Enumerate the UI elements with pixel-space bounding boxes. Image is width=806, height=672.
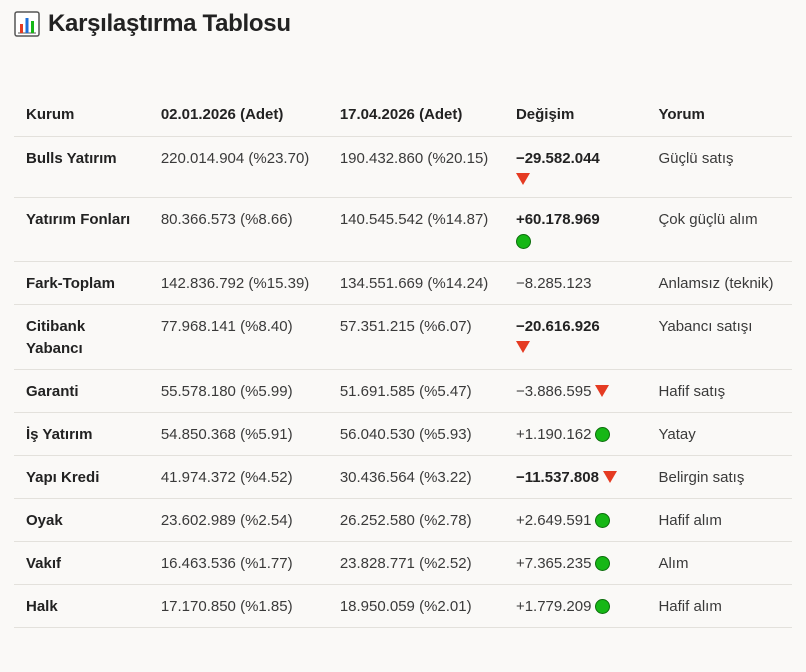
cell-change: +7.365.235 xyxy=(503,541,647,585)
page-title: Karşılaştırma Tablosu xyxy=(48,10,291,37)
cell-kurum: İş Yatırım xyxy=(14,412,149,456)
cell-comment: Alım xyxy=(646,541,792,585)
cell-change: −11.537.808 xyxy=(503,455,647,499)
cell-kurum: Oyak xyxy=(14,498,149,542)
cell-change: +1.779.209 xyxy=(503,584,647,628)
cell-comment: Hafif alım xyxy=(646,584,792,628)
cell-date-1: 17.170.850 (%1.85) xyxy=(148,584,328,628)
table-header-row: Kurum 02.01.2026 (Adet) 17.04.2026 (Adet… xyxy=(14,92,792,137)
cell-change: −8.285.123 xyxy=(503,261,647,305)
green-circle-icon xyxy=(595,512,611,528)
change-value: +1.190.162 xyxy=(515,426,592,443)
comparison-table: Kurum 02.01.2026 (Adet) 17.04.2026 (Adet… xyxy=(14,92,792,628)
change-value: +1.779.209 xyxy=(515,598,592,615)
green-circle-icon xyxy=(595,426,611,442)
cell-change: +60.178.969 xyxy=(503,197,647,262)
cell-date-1: 220.014.904 (%23.70) xyxy=(148,136,328,198)
cell-kurum: Halk xyxy=(14,584,149,628)
table-row: Oyak 23.602.989 (%2.54) 26.252.580 (%2.78)… xyxy=(14,498,792,542)
bar-chart-icon xyxy=(14,11,40,37)
cell-date-2: 18.950.059 (%2.01) xyxy=(327,584,504,628)
table-row: Bulls Yatırım 220.014.904 (%23.70) 190.432… xyxy=(14,136,792,198)
table-row: Vakıf 16.463.536 (%1.77) 23.828.771 (%2.52… xyxy=(14,541,792,585)
green-circle-icon xyxy=(595,555,611,571)
cell-date-1: 80.366.573 (%8.66) xyxy=(148,197,328,262)
cell-change: +1.190.162 xyxy=(503,412,647,456)
table-row: Yapı Kredi 41.974.372 (%4.52) 30.436.564 (… xyxy=(14,455,792,499)
green-circle-icon xyxy=(515,234,531,249)
cell-kurum: Yatırım Fonları xyxy=(14,197,149,262)
header-change: Değişim xyxy=(503,92,647,137)
cell-comment: Hafif satış xyxy=(646,369,792,413)
table-row: Citibank Yabancı 77.968.141 (%8.40) 57.351… xyxy=(14,304,792,370)
cell-date-1: 23.602.989 (%2.54) xyxy=(148,498,328,542)
cell-kurum: Citibank Yabancı xyxy=(14,304,149,370)
green-circle-icon xyxy=(595,598,611,614)
cell-kurum: Garanti xyxy=(14,369,149,413)
cell-date-2: 140.545.542 (%14.87) xyxy=(327,197,504,262)
cell-date-1: 55.578.180 (%5.99) xyxy=(148,369,328,413)
down-triangle-icon xyxy=(515,341,530,353)
down-triangle-icon xyxy=(515,173,530,185)
cell-kurum: Vakıf xyxy=(14,541,149,585)
cell-comment: Çok güçlü alım xyxy=(646,197,792,262)
page-title-area: Karşılaştırma Tablosu xyxy=(14,10,291,38)
down-triangle-icon xyxy=(602,471,617,484)
cell-comment: Anlamsız (teknik) xyxy=(646,261,792,305)
cell-date-2: 57.351.215 (%6.07) xyxy=(327,304,504,370)
change-value: −8.285.123 xyxy=(515,275,592,292)
cell-comment: Yatay xyxy=(646,412,792,456)
table-row: Halk 17.170.850 (%1.85) 18.950.059 (%2.01)… xyxy=(14,584,792,628)
cell-comment: Yabancı satışı xyxy=(646,304,792,370)
change-value: −20.616.926 xyxy=(515,318,600,335)
cell-change: +2.649.591 xyxy=(503,498,647,542)
cell-date-1: 142.836.792 (%15.39) xyxy=(148,261,328,305)
table-row: Garanti 55.578.180 (%5.99) 51.691.585 (%5.… xyxy=(14,369,792,413)
change-value: −11.537.808 xyxy=(515,469,599,486)
cell-kurum: Yapı Kredi xyxy=(14,455,149,499)
cell-date-1: 77.968.141 (%8.40) xyxy=(148,304,328,370)
change-value: +7.365.235 xyxy=(515,555,592,572)
cell-comment: Güçlü satış xyxy=(646,136,792,198)
table-row: İş Yatırım 54.850.368 (%5.91) 56.040.530 (… xyxy=(14,412,792,456)
change-value: +2.649.591 xyxy=(515,512,592,529)
cell-date-1: 16.463.536 (%1.77) xyxy=(148,541,328,585)
down-triangle-icon xyxy=(595,385,610,398)
table-row: Fark-Toplam 142.836.792 (%15.39) 134.551.6… xyxy=(14,261,792,305)
cell-date-2: 51.691.585 (%5.47) xyxy=(327,369,504,413)
cell-change: −29.582.044 xyxy=(503,136,647,198)
cell-date-2: 23.828.771 (%2.52) xyxy=(327,541,504,585)
cell-kurum: Bulls Yatırım xyxy=(14,136,149,198)
header-comment: Yorum xyxy=(646,92,792,137)
cell-date-2: 190.432.860 (%20.15) xyxy=(327,136,504,198)
table-row: Yatırım Fonları 80.366.573 (%8.66) 140.545… xyxy=(14,197,792,262)
header-date-1: 02.01.2026 (Adet) xyxy=(148,92,328,137)
cell-comment: Hafif alım xyxy=(646,498,792,542)
header-date-2: 17.04.2026 (Adet) xyxy=(327,92,504,137)
cell-date-2: 26.252.580 (%2.78) xyxy=(327,498,504,542)
header-kurum: Kurum xyxy=(14,92,149,137)
cell-date-2: 30.436.564 (%3.22) xyxy=(327,455,504,499)
change-value: −29.582.044 xyxy=(515,150,600,167)
table-body: Bulls Yatırım 220.014.904 (%23.70) 190.432… xyxy=(14,136,792,628)
cell-change: −3.886.595 xyxy=(503,369,647,413)
cell-kurum: Fark-Toplam xyxy=(14,261,149,305)
cell-date-2: 56.040.530 (%5.93) xyxy=(327,412,504,456)
cell-change: −20.616.926 xyxy=(503,304,647,370)
change-value: −3.886.595 xyxy=(515,383,592,400)
cell-date-1: 41.974.372 (%4.52) xyxy=(148,455,328,499)
change-value: +60.178.969 xyxy=(515,211,600,228)
cell-comment: Belirgin satış xyxy=(646,455,792,499)
cell-date-2: 134.551.669 (%14.24) xyxy=(327,261,504,305)
cell-date-1: 54.850.368 (%5.91) xyxy=(148,412,328,456)
